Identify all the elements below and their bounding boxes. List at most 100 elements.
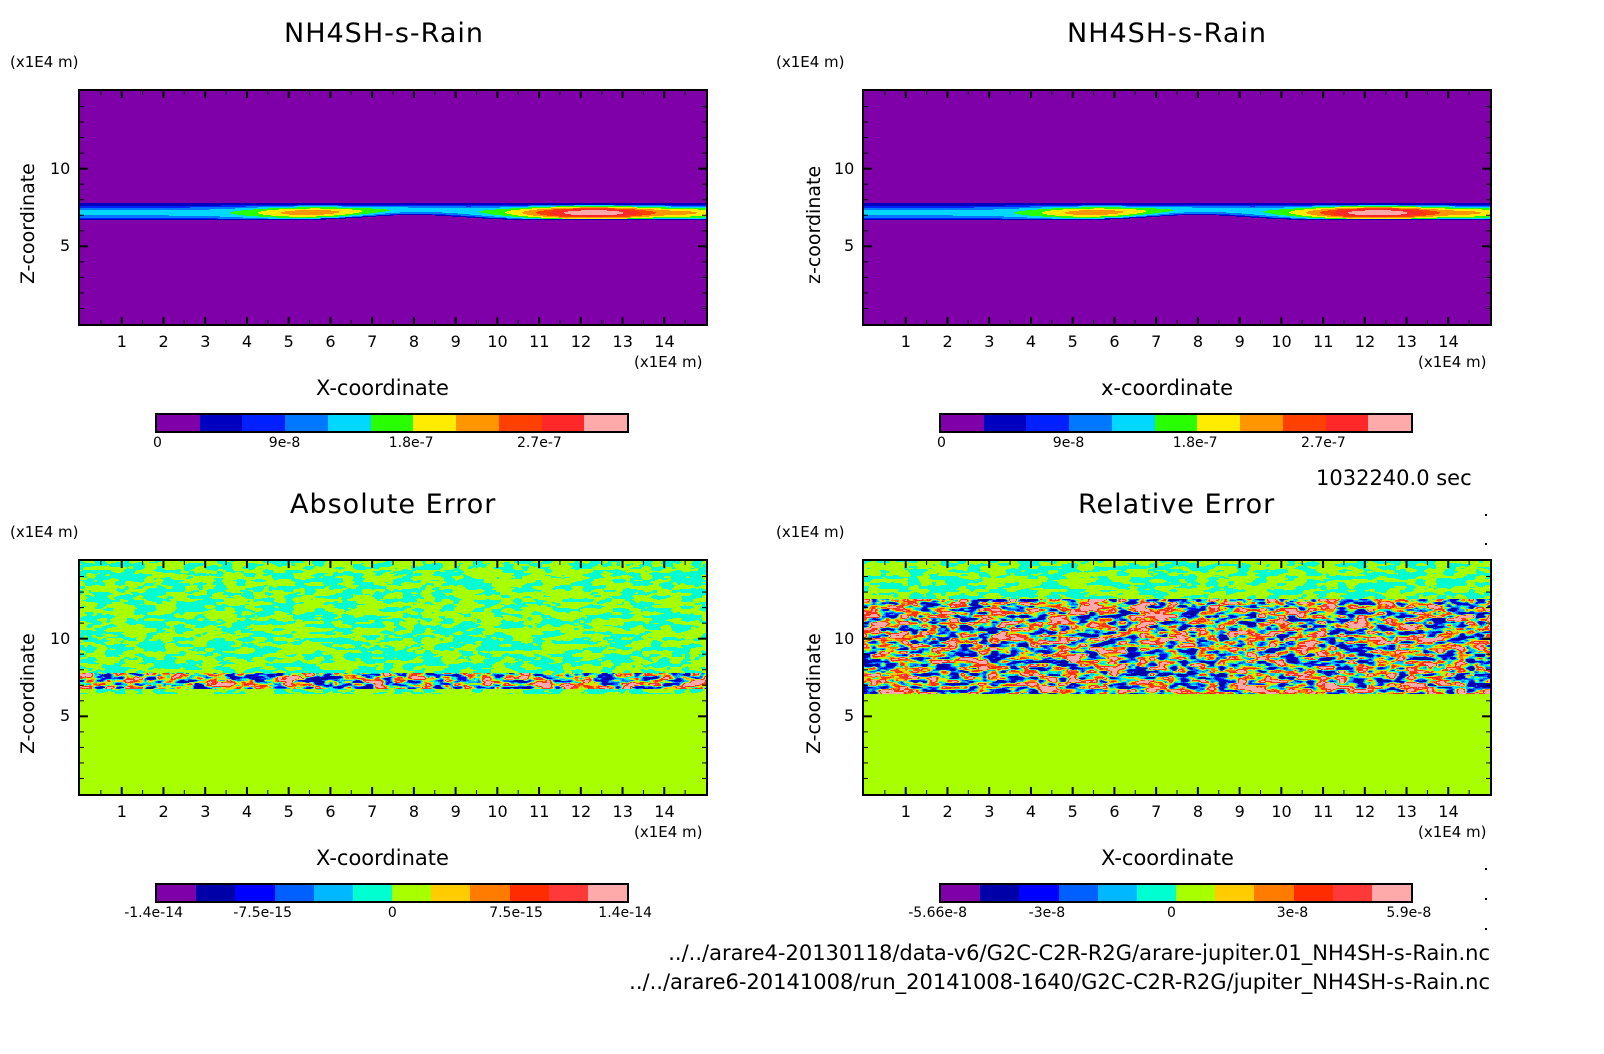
marker-dot xyxy=(1485,543,1487,545)
colorbar-segment xyxy=(1240,415,1283,431)
colorbar-segment xyxy=(584,415,628,431)
panel-3-x-unit: (x1E4 m) xyxy=(634,823,703,841)
x-tick-label: 6 xyxy=(1109,332,1120,351)
panel-3-y-label: Z-coordinate xyxy=(17,633,39,754)
x-tick-label: 2 xyxy=(942,802,953,821)
x-tick-label: 5 xyxy=(1067,332,1078,351)
panel-3-x-label: X-coordinate xyxy=(316,846,449,870)
panel-1-colorbar xyxy=(155,413,629,433)
x-tick-label: 13 xyxy=(612,802,633,821)
colorbar-segment xyxy=(470,885,510,901)
panel-2-heatmap xyxy=(862,89,1492,326)
colorbar-segment xyxy=(235,885,275,901)
panel-1-y-unit: (x1E4 m) xyxy=(10,53,79,71)
colorbar-tick-label: 0 xyxy=(1167,905,1176,921)
x-tick-label: 9 xyxy=(450,332,461,351)
marker-dot xyxy=(1485,928,1487,930)
x-tick-label: 12 xyxy=(1354,332,1376,351)
x-tick-label: 10 xyxy=(487,332,508,351)
x-tick-label: 13 xyxy=(1396,802,1417,821)
panel-3-y-unit: (x1E4 m) xyxy=(10,523,79,541)
colorbar-segment xyxy=(413,415,457,431)
colorbar-segment xyxy=(1058,885,1098,901)
x-tick-label: 14 xyxy=(1438,332,1459,351)
colorbar-segment xyxy=(1282,415,1326,431)
colorbar-segment xyxy=(1368,415,1412,431)
colorbar-segment xyxy=(431,885,471,901)
panel-4-heatmap xyxy=(862,559,1492,796)
colorbar-tick-label: 0 xyxy=(387,905,397,921)
panel-2-title: NH4SH-s-Rain xyxy=(1067,18,1267,49)
colorbar-tick-label: 1.8e-7 xyxy=(1172,435,1218,451)
colorbar-segment xyxy=(587,885,628,901)
colorbar-segment xyxy=(456,415,499,431)
colorbar-segment xyxy=(509,885,549,901)
x-tick-label: 11 xyxy=(1313,802,1334,821)
colorbar-segment xyxy=(1293,885,1333,901)
x-tick-label: 11 xyxy=(1313,332,1334,351)
colorbar-segment xyxy=(498,415,542,431)
y-tick-label: 10 xyxy=(834,628,855,648)
colorbar-segment xyxy=(157,885,197,901)
colorbar-segment xyxy=(1332,885,1372,901)
colorbar-tick-label: 0 xyxy=(937,435,946,451)
x-tick-label: 2 xyxy=(158,332,169,351)
colorbar-segment xyxy=(548,885,588,901)
panel-2-x-label: x-coordinate xyxy=(1101,376,1234,400)
panel-4-x-label: X-coordinate xyxy=(1101,846,1234,870)
x-tick-label: 1 xyxy=(116,332,127,351)
timestamp: 1032240.0 sec xyxy=(1316,466,1472,490)
panel-2-colorbar xyxy=(939,413,1413,433)
x-tick-label: 13 xyxy=(612,332,633,351)
x-tick-label: 7 xyxy=(1151,332,1162,351)
colorbar-segment xyxy=(1026,415,1070,431)
panel-1-heatmap xyxy=(78,89,708,326)
x-tick-label: 6 xyxy=(1109,802,1120,821)
panel-3-heatmap xyxy=(78,559,708,796)
panel-1-y-label: Z-coordinate xyxy=(17,163,39,284)
y-tick-label: 5 xyxy=(844,236,855,256)
x-tick-label: 8 xyxy=(408,802,420,821)
x-tick-label: 8 xyxy=(1192,802,1204,821)
colorbar-segment xyxy=(1069,415,1112,431)
panel-3-colorbar xyxy=(155,883,629,903)
colorbar-tick-label: -5.66e-8 xyxy=(908,905,967,921)
x-tick-label: 10 xyxy=(1271,332,1292,351)
marker-dot xyxy=(1485,868,1487,870)
x-tick-label: 9 xyxy=(450,802,461,821)
panel-1-x-label: X-coordinate xyxy=(316,376,449,400)
x-tick-label: 3 xyxy=(984,802,995,821)
colorbar-tick-label: 9e-8 xyxy=(268,435,301,451)
colorbar-segment xyxy=(1097,885,1137,901)
colorbar-tick-label: 5.9e-8 xyxy=(1386,905,1432,921)
colorbar-tick-label: 2.7e-7 xyxy=(516,435,562,451)
colorbar-tick-label: 1.4e-14 xyxy=(598,905,653,921)
x-tick-label: 5 xyxy=(283,332,294,351)
x-tick-label: 4 xyxy=(241,332,253,351)
marker-dot xyxy=(1485,514,1487,516)
panel-4-colorbar xyxy=(939,883,1413,903)
x-tick-label: 4 xyxy=(1025,802,1037,821)
x-tick-label: 14 xyxy=(1438,802,1459,821)
panel-4-y-label: Z-coordinate xyxy=(803,633,825,754)
colorbar-segment xyxy=(1176,885,1216,901)
y-tick-label: 10 xyxy=(50,158,71,178)
x-tick-label: 5 xyxy=(1067,802,1078,821)
colorbar-segment xyxy=(196,885,236,901)
x-tick-label: 4 xyxy=(241,802,253,821)
x-tick-label: 3 xyxy=(200,802,211,821)
x-tick-label: 7 xyxy=(1151,802,1162,821)
x-tick-label: 8 xyxy=(1192,332,1204,351)
colorbar-tick-label: 3e-8 xyxy=(1276,905,1309,921)
x-tick-label: 5 xyxy=(283,802,294,821)
y-tick-label: 5 xyxy=(844,706,855,726)
x-tick-label: 9 xyxy=(1234,802,1245,821)
colorbar-segment xyxy=(1136,885,1177,901)
x-tick-label: 4 xyxy=(1025,332,1037,351)
colorbar-tick-label: -1.4e-14 xyxy=(124,905,183,921)
x-tick-label: 6 xyxy=(325,332,336,351)
x-tick-label: 10 xyxy=(487,802,508,821)
panel-4-y-unit: (x1E4 m) xyxy=(776,523,845,541)
x-tick-label: 3 xyxy=(200,332,211,351)
colorbar-tick-label: 2.7e-7 xyxy=(1300,435,1346,451)
